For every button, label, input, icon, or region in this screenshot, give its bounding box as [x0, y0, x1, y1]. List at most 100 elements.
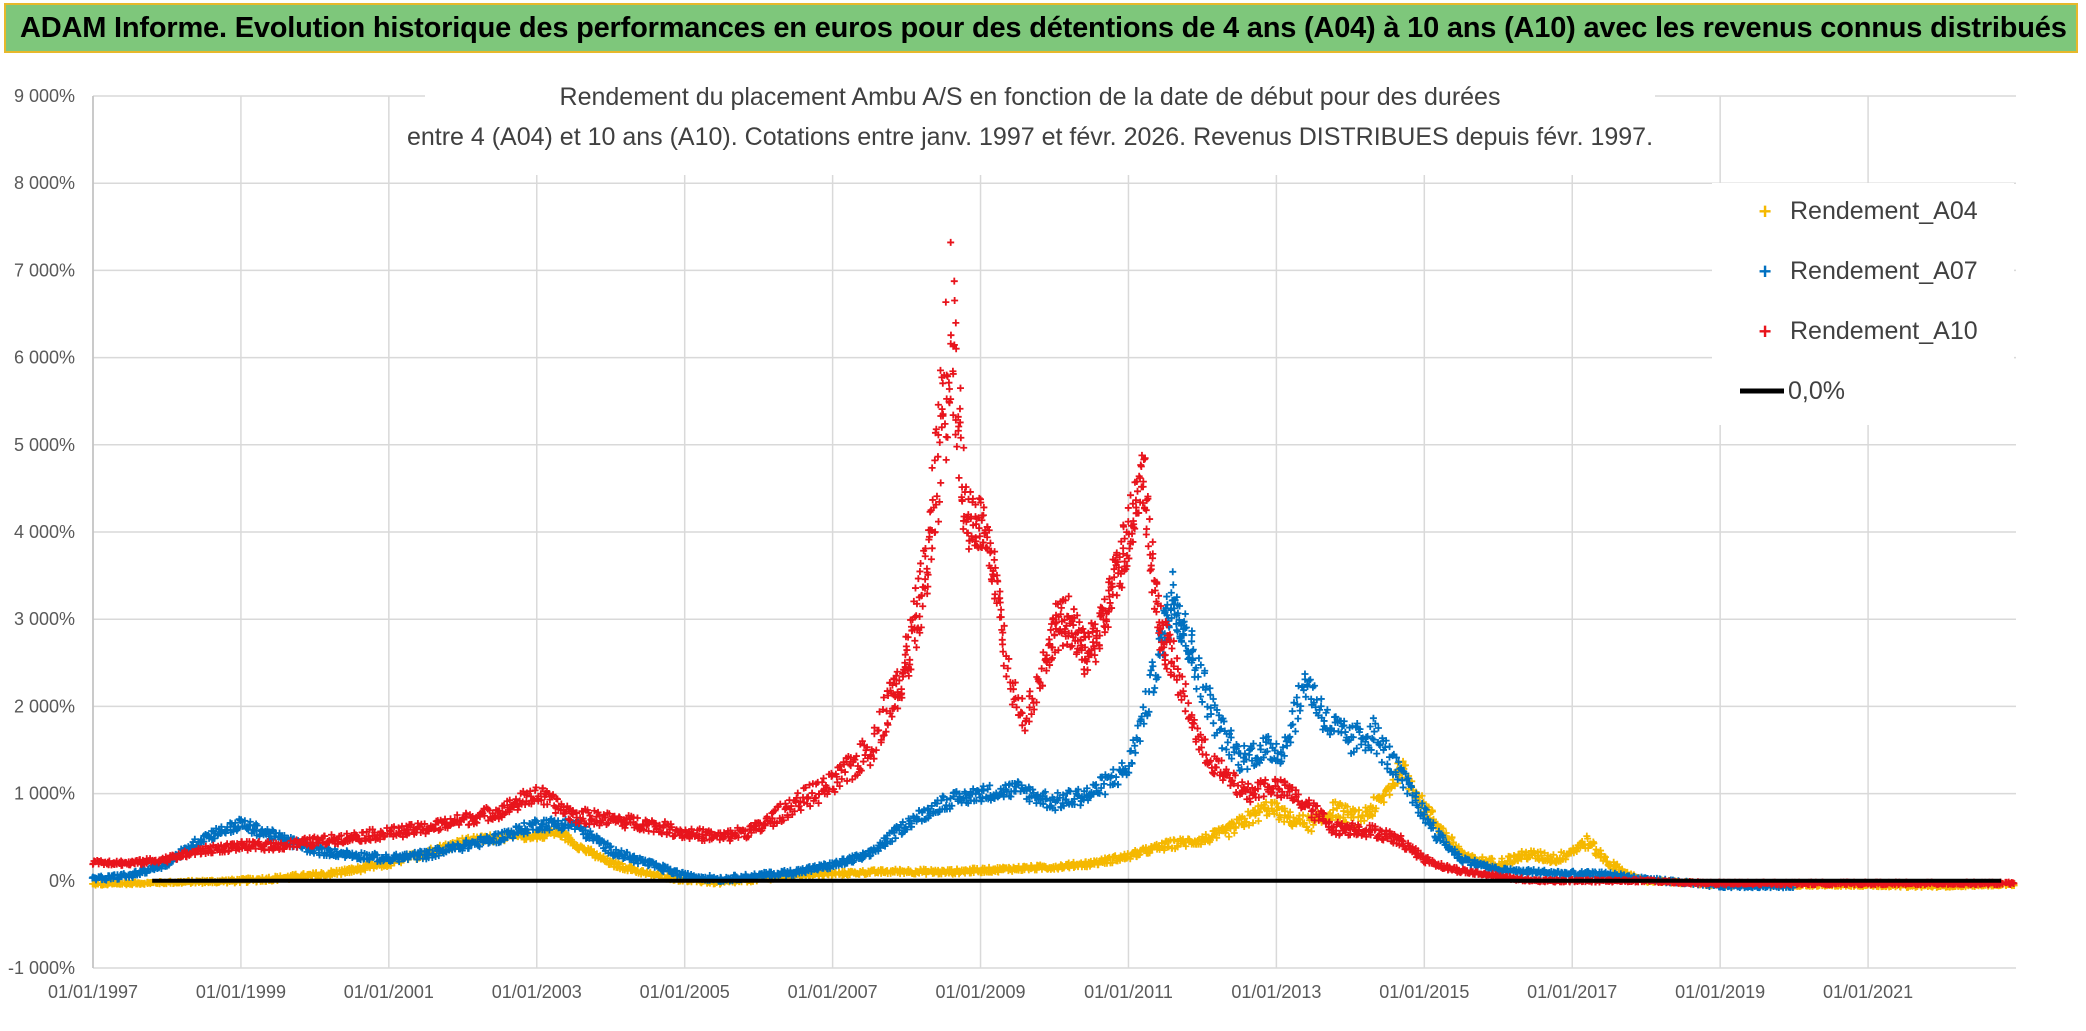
- data-point-a04: [1304, 826, 1312, 834]
- data-point-a07: [1188, 637, 1196, 645]
- data-point-a04: [1230, 829, 1238, 837]
- data-point-a07: [1291, 727, 1299, 735]
- data-point-a04: [1245, 821, 1253, 829]
- data-point-a10: [927, 555, 935, 563]
- data-point-a04: [1251, 811, 1259, 819]
- data-point-a04: [1273, 799, 1281, 807]
- x-tick-label: 01/01/2017: [1527, 982, 1617, 1002]
- data-point-a07: [1288, 707, 1296, 715]
- series-a04: [89, 757, 2018, 891]
- y-tick-label: 3 000%: [14, 609, 75, 629]
- data-point-a07: [1169, 581, 1177, 589]
- data-point-a10: [928, 464, 936, 472]
- x-tick-label: 01/01/1999: [196, 982, 286, 1002]
- data-point-a07: [1295, 682, 1303, 690]
- data-point-a04: [1206, 838, 1214, 846]
- data-point-a07: [1167, 589, 1175, 597]
- data-point-a10: [633, 814, 641, 822]
- data-point-a04: [1308, 827, 1316, 835]
- data-point-a04: [1277, 813, 1285, 821]
- data-point-a07: [1163, 601, 1171, 609]
- x-tick-label: 01/01/2001: [344, 982, 434, 1002]
- data-point-a07: [1317, 695, 1325, 703]
- data-point-a07: [1294, 715, 1302, 723]
- data-point-a04: [1274, 803, 1282, 811]
- data-point-a04: [1296, 816, 1304, 824]
- data-point-a04: [1231, 823, 1239, 831]
- x-tick-label: 01/01/1997: [48, 982, 138, 1002]
- data-point-a10: [902, 642, 910, 650]
- data-point-a10: [866, 761, 874, 769]
- data-point-a07: [1296, 707, 1304, 715]
- data-point-a07: [1240, 742, 1248, 750]
- y-tick-label: 2 000%: [14, 696, 75, 716]
- y-tick-label: 6 000%: [14, 348, 75, 368]
- x-tick-label: 01/01/2013: [1231, 982, 1321, 1002]
- data-point-a10: [914, 575, 922, 583]
- y-tick-label: 9 000%: [14, 86, 75, 106]
- x-tick-label: 01/01/2021: [1823, 982, 1913, 1002]
- data-point-a10: [913, 643, 921, 651]
- data-point-a10: [794, 789, 802, 797]
- data-point-a04: [985, 863, 993, 871]
- report-banner: ADAM Informe. Evolution historique des p…: [4, 3, 2078, 53]
- data-point-a04: [1225, 833, 1233, 841]
- data-point-a04: [1339, 813, 1347, 821]
- data-point-a10: [936, 366, 944, 374]
- data-point-a04: [1222, 826, 1230, 834]
- data-point-a10: [917, 559, 925, 567]
- data-point-a10: [935, 518, 943, 526]
- data-point-a07: [1224, 738, 1232, 746]
- data-point-a04: [1249, 819, 1257, 827]
- data-point-a07: [1195, 654, 1203, 662]
- x-tick-label: 01/01/2007: [788, 982, 878, 1002]
- data-point-a07: [1386, 743, 1394, 751]
- data-point-a10: [820, 774, 828, 782]
- data-point-a10: [464, 821, 472, 829]
- data-point-a07: [1370, 728, 1378, 736]
- x-tick-label: 01/01/2011: [1084, 982, 1173, 1002]
- data-point-a07: [1399, 783, 1407, 791]
- y-tick-label: -1 000%: [8, 958, 75, 978]
- data-point-a04: [1340, 807, 1348, 815]
- data-point-a07: [1188, 631, 1196, 639]
- x-axis: 01/01/1997 01/01/1999 01/01/2001 01/01/2003…: [48, 982, 1913, 1002]
- data-point-a04: [1336, 800, 1344, 808]
- data-point-a04: [1299, 811, 1307, 819]
- data-point-a04: [1288, 822, 1296, 830]
- data-point-a07: [1192, 685, 1200, 693]
- data-point-a04: [1331, 798, 1339, 806]
- y-tick-label: 0%: [49, 871, 75, 891]
- data-point-a04: [1386, 791, 1394, 799]
- data-point-a07: [1150, 688, 1158, 696]
- data-point-a07: [1151, 684, 1159, 692]
- data-point-a04: [1144, 849, 1152, 857]
- data-point-a07: [1101, 790, 1109, 798]
- data-point-a04: [567, 836, 575, 844]
- data-point-a04: [1240, 823, 1248, 831]
- data-point-a10: [937, 479, 945, 487]
- data-point-a10: [916, 567, 924, 575]
- data-point-a10: [804, 795, 812, 803]
- y-tick-label: 8 000%: [14, 173, 75, 193]
- data-point-a04: [1126, 855, 1134, 863]
- data-point-a07: [1169, 568, 1177, 576]
- data-point-a04: [1270, 810, 1278, 818]
- y-tick-label: 5 000%: [14, 435, 75, 455]
- data-point-a04: [1256, 808, 1263, 816]
- x-tick-label: 01/01/2005: [640, 982, 730, 1002]
- data-point-a04: [1289, 813, 1297, 821]
- data-point-a07: [1109, 766, 1117, 774]
- data-point-a07: [1181, 610, 1189, 618]
- y-tick-label: 7 000%: [14, 260, 75, 280]
- chart: 9 000%8 000%7 000%6 000%5 000%4 000%3 00…: [8, 75, 2018, 1002]
- plot-area: [88, 238, 2018, 892]
- y-tick-label: 1 000%: [14, 784, 75, 804]
- data-point-a10: [911, 584, 919, 592]
- x-tick-label: 01/01/2009: [935, 982, 1025, 1002]
- data-point-a04: [1213, 834, 1221, 842]
- data-point-a07: [1241, 750, 1249, 758]
- data-point-a04: [586, 846, 594, 854]
- data-point-a07: [1163, 593, 1171, 601]
